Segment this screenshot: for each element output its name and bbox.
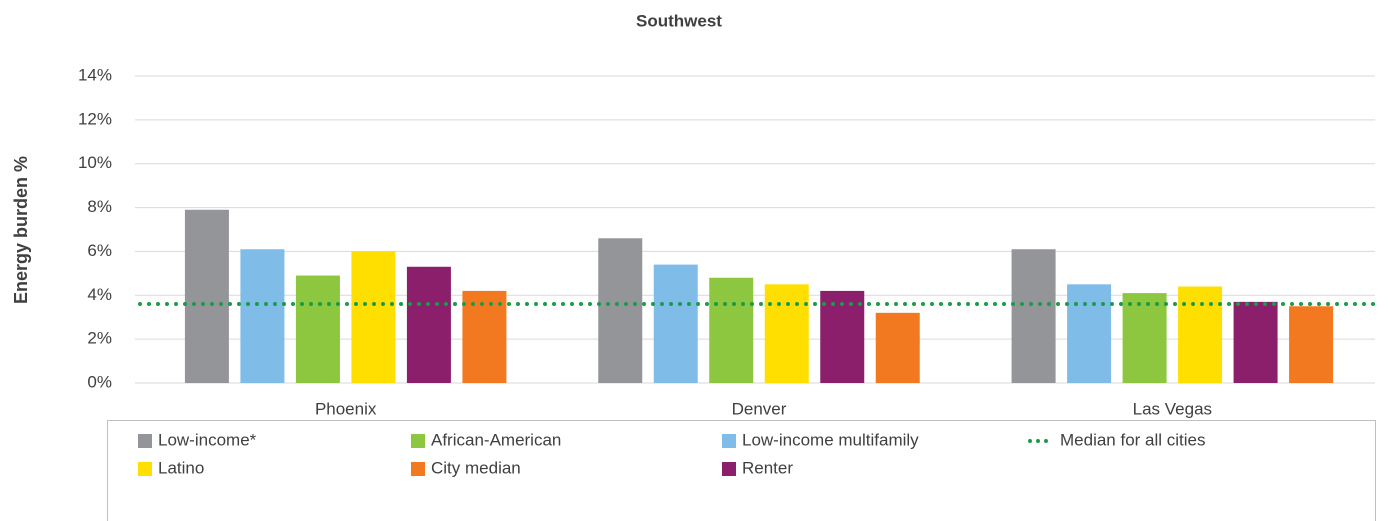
legend-label: African-American [431,430,561,449]
y-tick-label: 14% [78,65,112,84]
x-tick-label: Phoenix [315,399,377,418]
legend-label: Median for all cities [1060,430,1206,449]
legend-label: Latino [158,458,204,477]
y-tick-label: 10% [78,153,112,172]
bar [598,238,643,383]
y-tick-label: 6% [87,241,112,260]
bar [1011,249,1056,383]
y-tick-label: 4% [87,285,112,304]
bar [1178,286,1223,383]
bar [351,251,396,383]
bar [820,290,865,383]
x-tick-label: Las Vegas [1133,399,1212,418]
legend-swatch [138,462,152,476]
bar [709,277,754,383]
legend-swatch [722,434,736,448]
bar [1289,306,1334,383]
legend-box [107,420,1376,521]
bar [240,249,285,383]
bar [764,284,809,383]
legend-swatch [722,462,736,476]
chart-title: Southwest [636,11,722,30]
y-tick-label: 12% [78,109,112,128]
bar [1233,301,1278,383]
legend-swatch [411,462,425,476]
y-tick-label: 0% [87,372,112,391]
bar [653,264,698,383]
bar [462,290,507,383]
bar [1067,284,1112,383]
bar [406,266,451,383]
y-tick-label: 2% [87,329,112,348]
legend-label: Low-income* [158,430,257,449]
bar [295,275,340,383]
y-tick-label: 8% [87,197,112,216]
x-tick-label: Denver [732,399,787,418]
bar [1122,293,1167,383]
bar [184,209,229,383]
legend-label: Low-income multifamily [742,430,919,449]
y-axis-label: Energy burden % [11,156,31,304]
legend-label: City median [431,458,521,477]
legend-label: Renter [742,458,793,477]
legend-swatch [411,434,425,448]
bar [875,312,920,383]
legend-swatch [138,434,152,448]
